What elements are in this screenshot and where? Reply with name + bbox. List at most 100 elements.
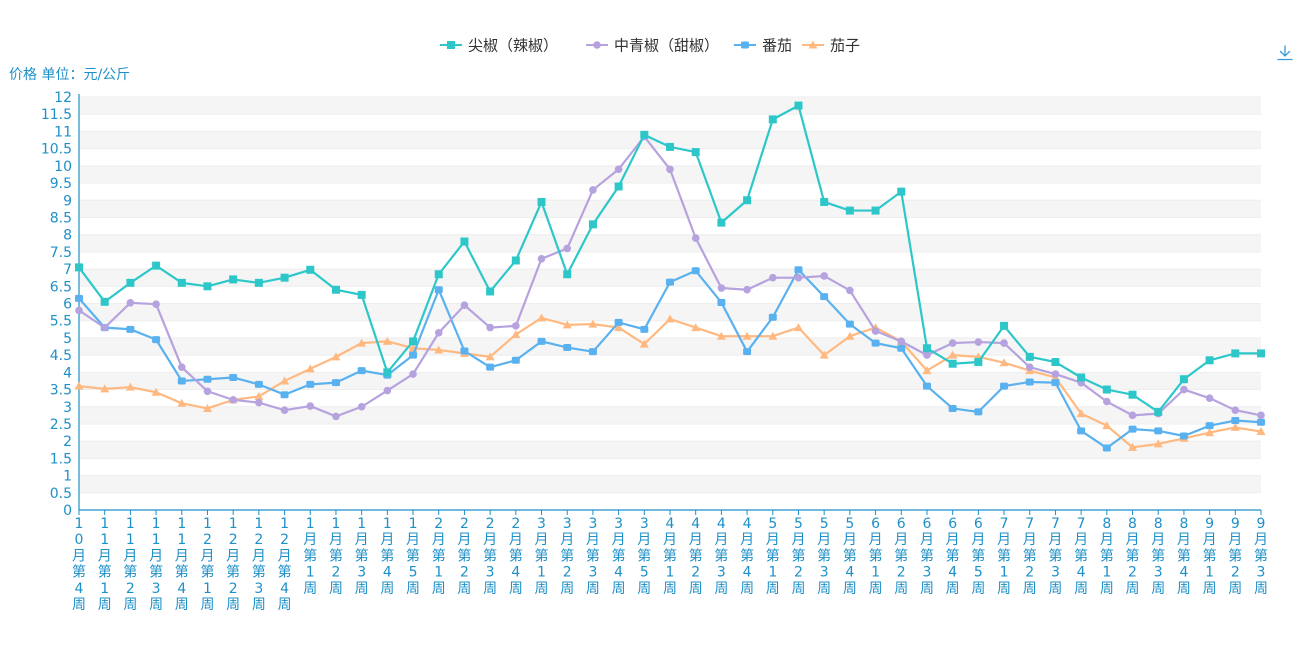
- data-point: [691, 267, 700, 275]
- data-point: [1231, 349, 1240, 358]
- data-point: [974, 338, 983, 346]
- y-tick-label: 10.5: [41, 142, 72, 158]
- data-point: [357, 338, 367, 347]
- x-tick-label: 1 1 月第 4 周: [175, 516, 189, 613]
- x-tick-label: 1 1 月第 3 周: [149, 516, 163, 613]
- y-tick-label: 3: [63, 400, 72, 416]
- data-point: [383, 386, 392, 395]
- x-tick-label: 3 月第 2 周: [560, 516, 574, 597]
- data-point: [152, 336, 161, 344]
- data-point: [808, 40, 818, 49]
- x-tick-label: 3 月第 3 周: [586, 516, 600, 597]
- x-axis: 1 0 月第 4 周 1 1 月第 1 周 1 1 月第 2 周 1 1 月第 3 周 1 1 月第 4 周 1 2 月第 1 周 1 2 月第…: [72, 94, 1268, 613]
- y-tick-label: 5.5: [50, 314, 72, 330]
- data-point: [331, 379, 340, 387]
- data-point: [922, 344, 931, 353]
- data-point: [1230, 422, 1240, 431]
- x-tick-label: 4 月第 4 周: [740, 516, 754, 597]
- data-point: [1102, 385, 1111, 394]
- y-tick-label: 8: [63, 228, 72, 244]
- data-point: [100, 297, 109, 306]
- x-tick-label: 5 月第 3 周: [817, 516, 831, 597]
- x-tick-label: 1 2 月第 1 周: [200, 516, 214, 613]
- data-point: [203, 387, 212, 396]
- data-point: [409, 351, 418, 359]
- x-tick-label: 6 月第 2 周: [894, 516, 908, 597]
- data-point: [537, 254, 546, 263]
- data-point: [1025, 352, 1034, 361]
- data-point: [845, 206, 854, 215]
- data-point: [1231, 406, 1240, 414]
- grid-band: [79, 200, 1261, 218]
- data-point: [434, 328, 443, 337]
- data-point: [486, 363, 495, 371]
- data-point: [742, 331, 752, 340]
- data-point: [126, 299, 135, 307]
- y-tick-label: 5: [63, 331, 72, 347]
- legend-item[interactable]: 尖椒（辣椒）: [440, 37, 558, 55]
- series-line: [78, 104, 1261, 414]
- legend-item[interactable]: 茄子: [802, 37, 860, 55]
- data-point: [588, 348, 597, 356]
- x-tick-label: 6 月第 1 周: [869, 516, 883, 597]
- data-point: [1128, 425, 1137, 433]
- data-point: [332, 412, 340, 421]
- data-point: [486, 287, 495, 296]
- x-tick-label: 1 月第 1 周: [303, 516, 317, 597]
- data-point: [537, 337, 546, 345]
- data-point: [768, 313, 777, 321]
- x-tick-label: 1 1 月第 1 周: [98, 516, 112, 613]
- data-point: [254, 380, 263, 388]
- data-point: [1205, 394, 1214, 402]
- data-point: [306, 380, 315, 388]
- data-point: [280, 391, 289, 399]
- data-point: [254, 391, 264, 400]
- x-tick-label: 8 月第 3 周: [1151, 516, 1165, 597]
- y-tick-label: 1: [63, 469, 72, 485]
- y-tick-label: 2: [63, 434, 72, 450]
- data-point: [897, 344, 906, 352]
- data-point: [152, 261, 161, 270]
- data-point: [203, 282, 212, 291]
- data-point: [229, 275, 238, 284]
- data-point: [177, 377, 186, 385]
- x-tick-label: 8 月第 2 周: [1126, 516, 1140, 597]
- y-tick-label: 0: [63, 503, 72, 519]
- x-tick-label: 1 月第 3 周: [355, 516, 369, 597]
- x-tick-label: 6 月第 3 周: [920, 516, 934, 597]
- data-point: [922, 366, 932, 375]
- data-point: [666, 278, 674, 286]
- download-icon[interactable]: [1276, 44, 1294, 62]
- y-tick-label: 6: [63, 297, 72, 313]
- data-point: [1256, 427, 1266, 436]
- data-point: [1154, 407, 1163, 416]
- x-tick-label: 7 月第 3 周: [1048, 516, 1062, 597]
- legend-item[interactable]: 中青椒（甜椒）: [586, 37, 719, 55]
- data-point: [691, 234, 700, 242]
- grid-band: [79, 234, 1261, 252]
- data-point: [485, 352, 495, 361]
- data-point: [666, 165, 674, 174]
- data-point: [177, 398, 187, 407]
- data-point: [126, 325, 135, 333]
- data-point: [948, 404, 957, 412]
- data-point: [177, 363, 186, 371]
- data-point: [845, 320, 854, 328]
- x-tick-label: 5 月第 2 周: [791, 516, 805, 597]
- data-point: [75, 294, 83, 302]
- data-point: [639, 339, 649, 348]
- data-point: [743, 348, 752, 356]
- data-point: [1205, 428, 1215, 437]
- x-tick-label: 9 月第 1 周: [1203, 516, 1217, 597]
- data-point: [409, 370, 417, 378]
- data-point: [1077, 427, 1086, 435]
- data-point: [871, 206, 880, 215]
- y-tick-label: 11: [54, 124, 72, 140]
- legend-item[interactable]: 番茄: [734, 37, 792, 55]
- data-point: [100, 323, 109, 332]
- data-point: [923, 351, 931, 359]
- x-tick-label: 2 月第 1 周: [432, 516, 446, 597]
- data-point: [820, 293, 829, 301]
- x-tick-label: 6 月第 4 周: [946, 516, 960, 597]
